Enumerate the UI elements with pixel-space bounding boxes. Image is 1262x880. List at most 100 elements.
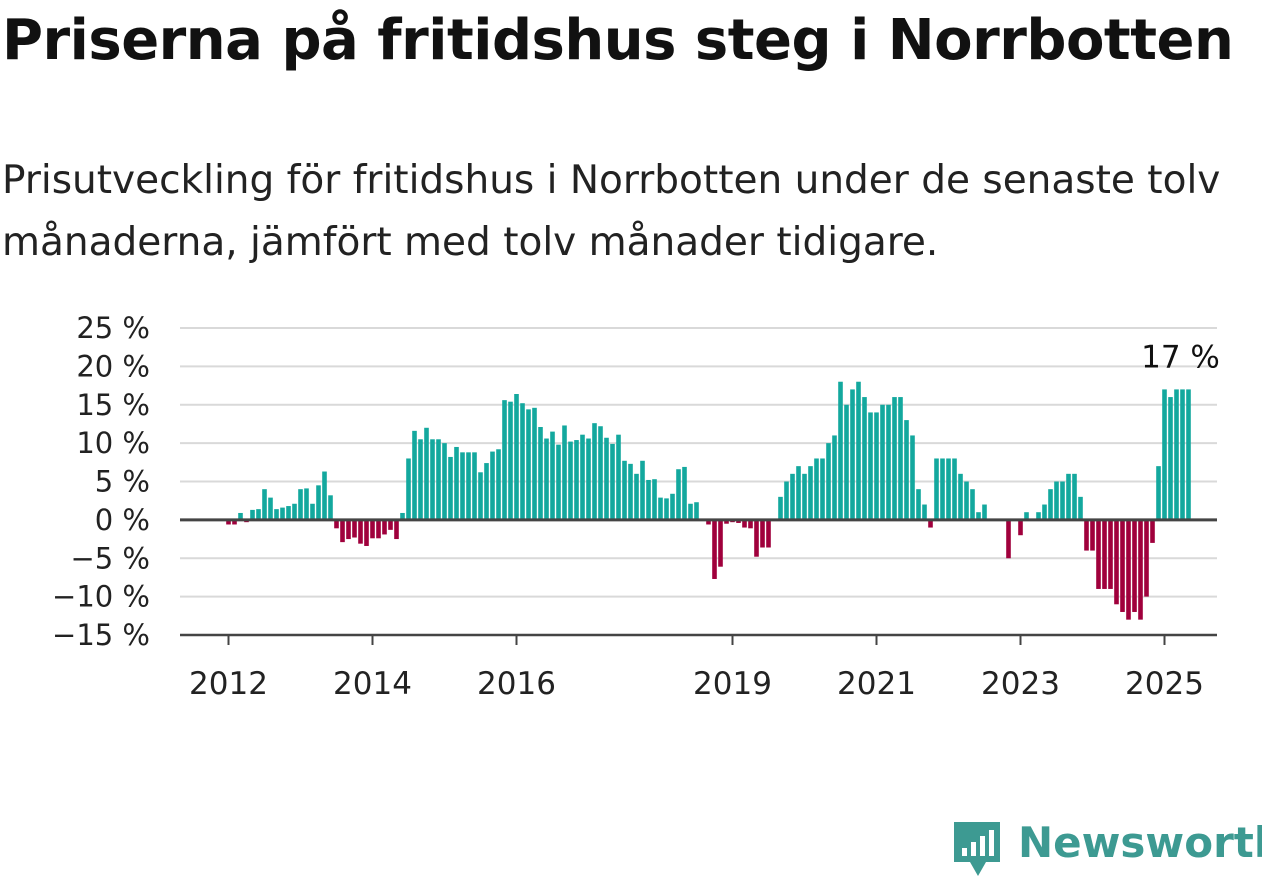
bar: [328, 495, 333, 520]
bar: [616, 434, 621, 520]
bar: [832, 435, 837, 520]
bar: [502, 400, 507, 520]
bar: [952, 458, 957, 520]
bar: [304, 488, 309, 520]
bar: [796, 466, 801, 520]
bar: [382, 519, 387, 535]
y-tick-label: 15 %: [76, 388, 150, 422]
bar: [1174, 389, 1179, 520]
bar: [718, 519, 723, 567]
bar: [532, 407, 537, 520]
bar: [514, 394, 519, 520]
bar: [1138, 519, 1143, 620]
bar: [1120, 519, 1125, 612]
bar: [1084, 519, 1089, 551]
bar: [274, 509, 279, 520]
bar: [736, 519, 741, 523]
bar: [1018, 519, 1023, 536]
bar: [592, 423, 597, 520]
bar: [472, 452, 477, 520]
x-tick-label: 2025: [1125, 666, 1204, 702]
bar: [400, 512, 405, 520]
bar: [682, 466, 687, 520]
bar: [1072, 473, 1077, 520]
bar: [250, 509, 255, 520]
y-tick-label: −15 %: [52, 618, 150, 652]
gridlines: [180, 327, 1217, 598]
x-tick-label: 2023: [981, 666, 1060, 702]
bar: [1042, 504, 1047, 520]
bar: [610, 443, 615, 520]
bar: [1126, 519, 1131, 620]
bar: [580, 434, 585, 520]
bar: [262, 489, 267, 520]
bar: [964, 481, 969, 520]
bar: [976, 512, 981, 520]
bar: [226, 519, 231, 525]
bar: [574, 440, 579, 520]
y-tick-label: 5 %: [95, 465, 150, 499]
bar: [724, 519, 729, 524]
bar: [1090, 519, 1095, 551]
bar: [910, 435, 915, 520]
bar: [286, 506, 291, 520]
bar: [748, 519, 753, 529]
newsworthy-logo-icon: [954, 822, 1000, 876]
bar: [1144, 519, 1149, 597]
bar: [418, 439, 423, 520]
bar: [688, 503, 693, 520]
bar: [460, 452, 465, 520]
bar: [904, 420, 909, 520]
x-tick-label: 2016: [477, 666, 556, 702]
bar: [442, 443, 447, 520]
bar: [496, 449, 501, 520]
bar: [256, 509, 261, 520]
y-tick-label: 20 %: [76, 349, 150, 383]
bar: [916, 489, 921, 520]
bar: [1066, 473, 1071, 520]
bar: [508, 401, 513, 520]
y-tick-label: 10 %: [76, 426, 150, 460]
bar: [358, 519, 363, 544]
bar: [394, 519, 399, 540]
bar: [652, 479, 657, 520]
bar: [238, 512, 243, 520]
chart-title: Priserna på fritidshus steg i Norrbotten: [2, 8, 1234, 73]
bar: [874, 412, 879, 520]
bar: [1024, 512, 1029, 520]
bar: [766, 519, 771, 548]
bar: [928, 519, 933, 528]
bar: [646, 479, 651, 520]
bar: [844, 404, 849, 520]
bar: [820, 458, 825, 520]
bar: [1102, 519, 1107, 589]
bar: [1036, 512, 1041, 520]
y-tick-label: 25 %: [76, 311, 150, 345]
bar: [850, 389, 855, 520]
y-tick-label: −10 %: [52, 580, 150, 614]
bar: [868, 412, 873, 520]
bar: [808, 466, 813, 520]
bar: [364, 519, 369, 546]
bar: [352, 519, 357, 538]
bar: [754, 519, 759, 557]
bar: [526, 409, 531, 520]
bar: [232, 519, 237, 525]
bar: [376, 519, 381, 539]
bars: [226, 381, 1191, 620]
bar: [742, 519, 747, 528]
bar: [922, 504, 927, 520]
bar: [490, 451, 495, 520]
bar: [520, 403, 525, 520]
bar: [892, 397, 897, 520]
bar: [466, 452, 471, 520]
bar: [562, 425, 567, 520]
bar: [544, 438, 549, 520]
bar: [454, 446, 459, 520]
latest-value-annotation: 17 %: [1141, 339, 1220, 375]
bar: [478, 472, 483, 520]
bar: [412, 430, 417, 520]
bar: [448, 456, 453, 520]
bar: [484, 463, 489, 520]
